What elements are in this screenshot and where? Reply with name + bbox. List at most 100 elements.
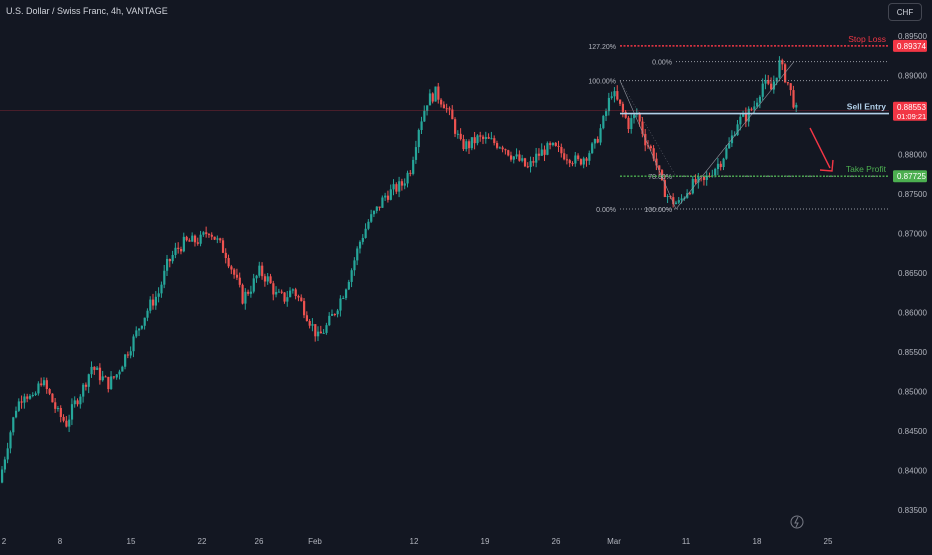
candle-body [160, 284, 163, 294]
candle-body [529, 161, 532, 167]
candle-body [152, 299, 155, 306]
candle-body [781, 60, 784, 65]
candle-body [515, 154, 518, 157]
candle-body [784, 64, 787, 83]
candle-body [772, 81, 776, 90]
fib-level-label: 0.00% [596, 207, 616, 214]
candle-body [473, 137, 476, 144]
candle-body [663, 180, 666, 197]
symbol-title: U.S. Dollar / Swiss Franc, 4h, VANTAGE [6, 6, 168, 16]
candle-body [230, 266, 233, 270]
price-tag-label: 0.87725 [897, 172, 926, 181]
x-tick-label: 15 [127, 537, 136, 546]
candle-body [115, 374, 118, 378]
candle-body [526, 166, 529, 168]
candle-body [23, 396, 26, 403]
candle-body [361, 237, 364, 242]
candle-body [101, 376, 104, 381]
candle-body [465, 141, 468, 150]
x-tick-label: 18 [753, 537, 762, 546]
candle-body [616, 91, 619, 100]
candle-body [358, 241, 362, 249]
candle-body [521, 158, 524, 161]
candle-body [431, 93, 434, 102]
candle-body [454, 119, 457, 134]
price-tag-label: 0.89374 [897, 42, 926, 51]
current-price-tag [893, 101, 927, 121]
candle-body [386, 195, 390, 200]
level-label: Stop Loss [848, 34, 886, 44]
candle-body [96, 367, 99, 370]
candle-body [563, 153, 566, 160]
candle-body [770, 83, 773, 90]
candle-body [82, 384, 85, 397]
currency-button[interactable]: CHF [888, 3, 922, 21]
candle-body [28, 395, 32, 399]
candle-body [378, 206, 381, 208]
candle-body [624, 111, 627, 118]
fib-level-label: 127.20% [588, 44, 616, 51]
candle-body [84, 384, 88, 387]
candle-body [157, 293, 160, 297]
candle-body [716, 163, 720, 170]
candle-body [37, 383, 40, 394]
candle-body [244, 291, 247, 304]
fib-level-label: 100.00% [644, 207, 672, 214]
icon-bolt [794, 516, 799, 528]
x-tick-label: 19 [481, 537, 490, 546]
candle-body [540, 149, 543, 156]
candle-body [649, 146, 652, 149]
candle-body [468, 141, 471, 149]
candle-body [607, 97, 611, 112]
candle-body [507, 150, 510, 156]
candles-layer [1, 56, 798, 484]
candle-body [42, 380, 46, 386]
candle-body [149, 299, 152, 311]
candle-body [428, 93, 432, 106]
candle-body [182, 236, 185, 252]
candle-body [579, 159, 583, 165]
icon-circle [790, 515, 804, 529]
candle-body [633, 114, 636, 119]
candle-body [297, 296, 300, 298]
candle-body [501, 147, 504, 150]
candle-body [761, 83, 764, 97]
candle-body [3, 459, 6, 470]
candle-body [135, 330, 138, 337]
candle-body [138, 328, 141, 331]
harmonic-pattern-line [619, 61, 795, 210]
candle-body [571, 163, 574, 165]
candle-body [185, 236, 188, 241]
candle-body [775, 77, 778, 82]
candle-body [767, 79, 770, 84]
candle-body [688, 193, 692, 195]
candle-body [490, 138, 493, 140]
fib-level-label: 78.60% [648, 174, 672, 181]
candle-body [652, 148, 655, 159]
target-arrow-line [809, 127, 831, 169]
candle-body [593, 139, 597, 144]
candle-body [291, 289, 295, 291]
candle-body [574, 155, 577, 164]
candle-body [370, 214, 373, 222]
candle-body [322, 332, 325, 334]
candle-body [68, 419, 71, 427]
candle-body [283, 292, 286, 302]
candle-body [179, 249, 183, 252]
candle-body [107, 376, 110, 390]
candle-body [487, 137, 490, 139]
candle-body [233, 269, 236, 275]
candle-body [543, 149, 546, 155]
candle-body [328, 315, 331, 326]
candle-body [235, 274, 239, 278]
candle-body [210, 234, 213, 237]
y-tick-label: 0.89500 [898, 32, 927, 41]
candle-body [87, 374, 90, 387]
candle-body [277, 291, 281, 293]
candle-body [163, 270, 166, 285]
y-tick-label: 0.88000 [898, 150, 927, 159]
candle-body [476, 135, 479, 144]
lightning-icon [790, 515, 804, 529]
